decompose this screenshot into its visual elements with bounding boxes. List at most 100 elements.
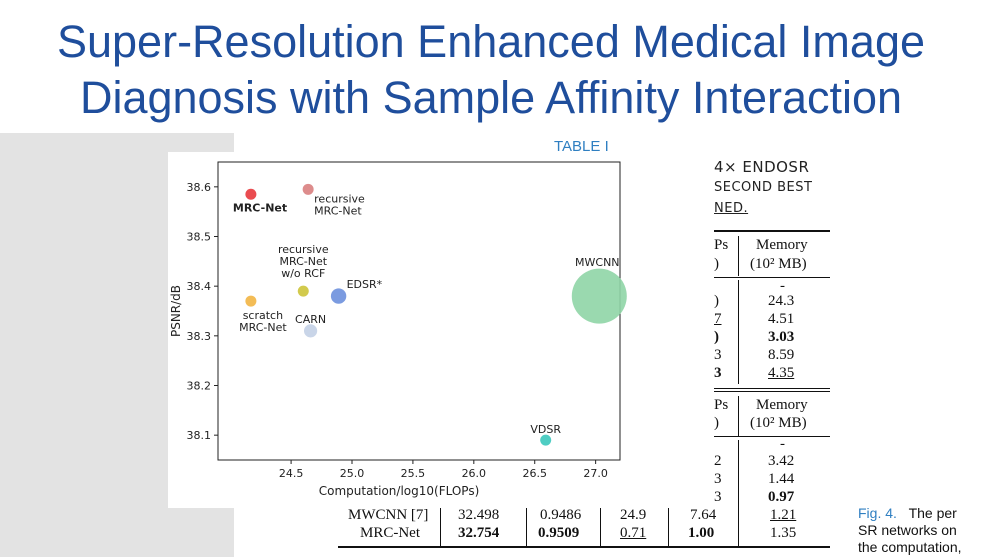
header-fragment-bottom: ) (714, 256, 719, 272)
memory-cell: 4.35 (768, 365, 795, 381)
point-label: MRC-Net (279, 255, 327, 268)
row-cell: 32.498 (458, 507, 500, 523)
section1-fragment: 3 (714, 347, 722, 363)
figure-number: Fig. 4. (858, 505, 897, 521)
section2-fragment: 3 (714, 471, 722, 487)
header-rule (714, 277, 830, 278)
x-tick-label: 26.0 (462, 467, 487, 480)
memory-header: Memory (756, 397, 808, 413)
y-tick-label: 38.6 (187, 181, 212, 194)
point-label: CARN (295, 313, 326, 326)
point-label: scratch (243, 309, 283, 322)
memory-header: Memory (756, 237, 808, 253)
point-label: MRC-Net (233, 201, 287, 214)
table-caption-line2: SECOND BEST (714, 180, 813, 195)
point-label: w/o RCF (281, 267, 325, 280)
header-fragment-bottom: ) (714, 415, 719, 431)
row-cell: 0.9486 (540, 507, 582, 523)
memory-cell: 1.44 (768, 471, 795, 487)
point-label: VDSR (530, 423, 561, 436)
table-bottom-rule (338, 546, 830, 548)
point-label: recursive (314, 192, 365, 205)
plot-frame (217, 161, 621, 461)
row-cell: 24.9 (620, 507, 647, 523)
memory-cell: 0.97 (768, 489, 795, 505)
x-tick-label: 27.0 (583, 467, 608, 480)
row-cell: 1.00 (688, 525, 715, 541)
memory-cell: - (780, 436, 785, 452)
y-axis-label: PSNR/dB (169, 285, 183, 337)
point-label: MRC-Net (239, 321, 287, 334)
data-point (330, 288, 347, 304)
x-tick-label: 25.5 (401, 467, 426, 480)
memory-cell: 24.3 (768, 293, 795, 309)
data-point (245, 295, 257, 307)
section1-fragment: ) (714, 329, 719, 345)
memory-unit: (10² MB) (750, 415, 807, 431)
row-cell: 32.754 (458, 525, 500, 541)
point-label: recursive (278, 243, 329, 256)
y-tick-label: 38.1 (187, 429, 212, 442)
figure-caption-line3: the computation, (858, 539, 962, 555)
table-caption-line3: NED. (714, 201, 749, 216)
data-point (540, 434, 552, 446)
figure-caption-line1: The per (908, 505, 957, 521)
data-point (571, 268, 627, 324)
memory-cell: 4.51 (768, 311, 795, 327)
row-memory: 1.35 (770, 525, 797, 541)
memory-cell: - (780, 278, 785, 294)
section2-fragment: 2 (714, 453, 722, 469)
chart-card: 24.5 25.0 25.5 26.0 26.5 27.0 38.1 38.2 38.3 38.4… (168, 152, 628, 508)
data-point (297, 285, 309, 297)
section-rule (714, 388, 830, 389)
row-name: MRC-Net (360, 525, 420, 541)
table-top-rule (714, 230, 830, 232)
point-label: MRC-Net (314, 204, 362, 217)
figure-caption: Fig. 4. The per SR networks on the compu… (858, 505, 962, 556)
row-cell: 0.71 (620, 525, 647, 541)
x-tick-label: 26.5 (522, 467, 547, 480)
x-tick-label: 25.0 (340, 467, 365, 480)
section1-divider (738, 280, 739, 384)
slide-title: Super-Resolution Enhanced Medical Image … (0, 14, 982, 126)
header-divider (738, 396, 739, 436)
row-divider (738, 508, 739, 548)
y-tick-label: 38.3 (187, 330, 212, 343)
table-caption-line1: 4× ENDOSR (714, 158, 810, 176)
section1-fragment: 7 (714, 311, 722, 327)
section2-fragment: 3 (714, 489, 722, 505)
x-tick-label: 24.5 (279, 467, 304, 480)
slide-title-line2: Diagnosis with Sample Affinity Interacti… (79, 72, 903, 123)
header-rule (714, 436, 830, 437)
data-point (245, 188, 257, 200)
section1-fragment: 3 (714, 365, 722, 381)
row-cell: 0.9509 (538, 525, 580, 541)
slide-title-line1: Super-Resolution Enhanced Medical Image (56, 16, 925, 67)
header-divider (738, 236, 739, 276)
memory-cell: 3.03 (768, 329, 795, 345)
figure-caption-line2: SR networks on (858, 522, 957, 538)
table-caption: TABLE I (554, 138, 609, 155)
row-divider (526, 508, 527, 548)
row-memory: 1.21 (770, 507, 797, 523)
y-tick-label: 38.5 (187, 231, 212, 244)
point-label: MWCNN (575, 256, 620, 269)
y-tick-label: 38.2 (187, 380, 212, 393)
memory-unit: (10² MB) (750, 256, 807, 272)
scatter-chart: 24.5 25.0 25.5 26.0 26.5 27.0 38.1 38.2 38.3 38.4… (169, 161, 627, 498)
data-point (303, 324, 318, 338)
memory-cell: 8.59 (768, 347, 795, 363)
point-label: EDSR* (347, 278, 383, 291)
row-name: MWCNN [7] (348, 507, 429, 523)
section-rule-double (714, 391, 830, 392)
row-divider (600, 508, 601, 548)
data-point (302, 183, 314, 195)
memory-cell: 3.42 (768, 453, 795, 469)
section1-fragment: ) (714, 293, 719, 309)
row-divider (668, 508, 669, 548)
row-divider (440, 508, 441, 548)
x-axis-label: Computation/log10(FLOPs) (319, 484, 480, 498)
header-fragment-top: Ps (714, 237, 729, 253)
row-cell: 7.64 (690, 507, 717, 523)
y-tick-label: 38.4 (187, 280, 212, 293)
